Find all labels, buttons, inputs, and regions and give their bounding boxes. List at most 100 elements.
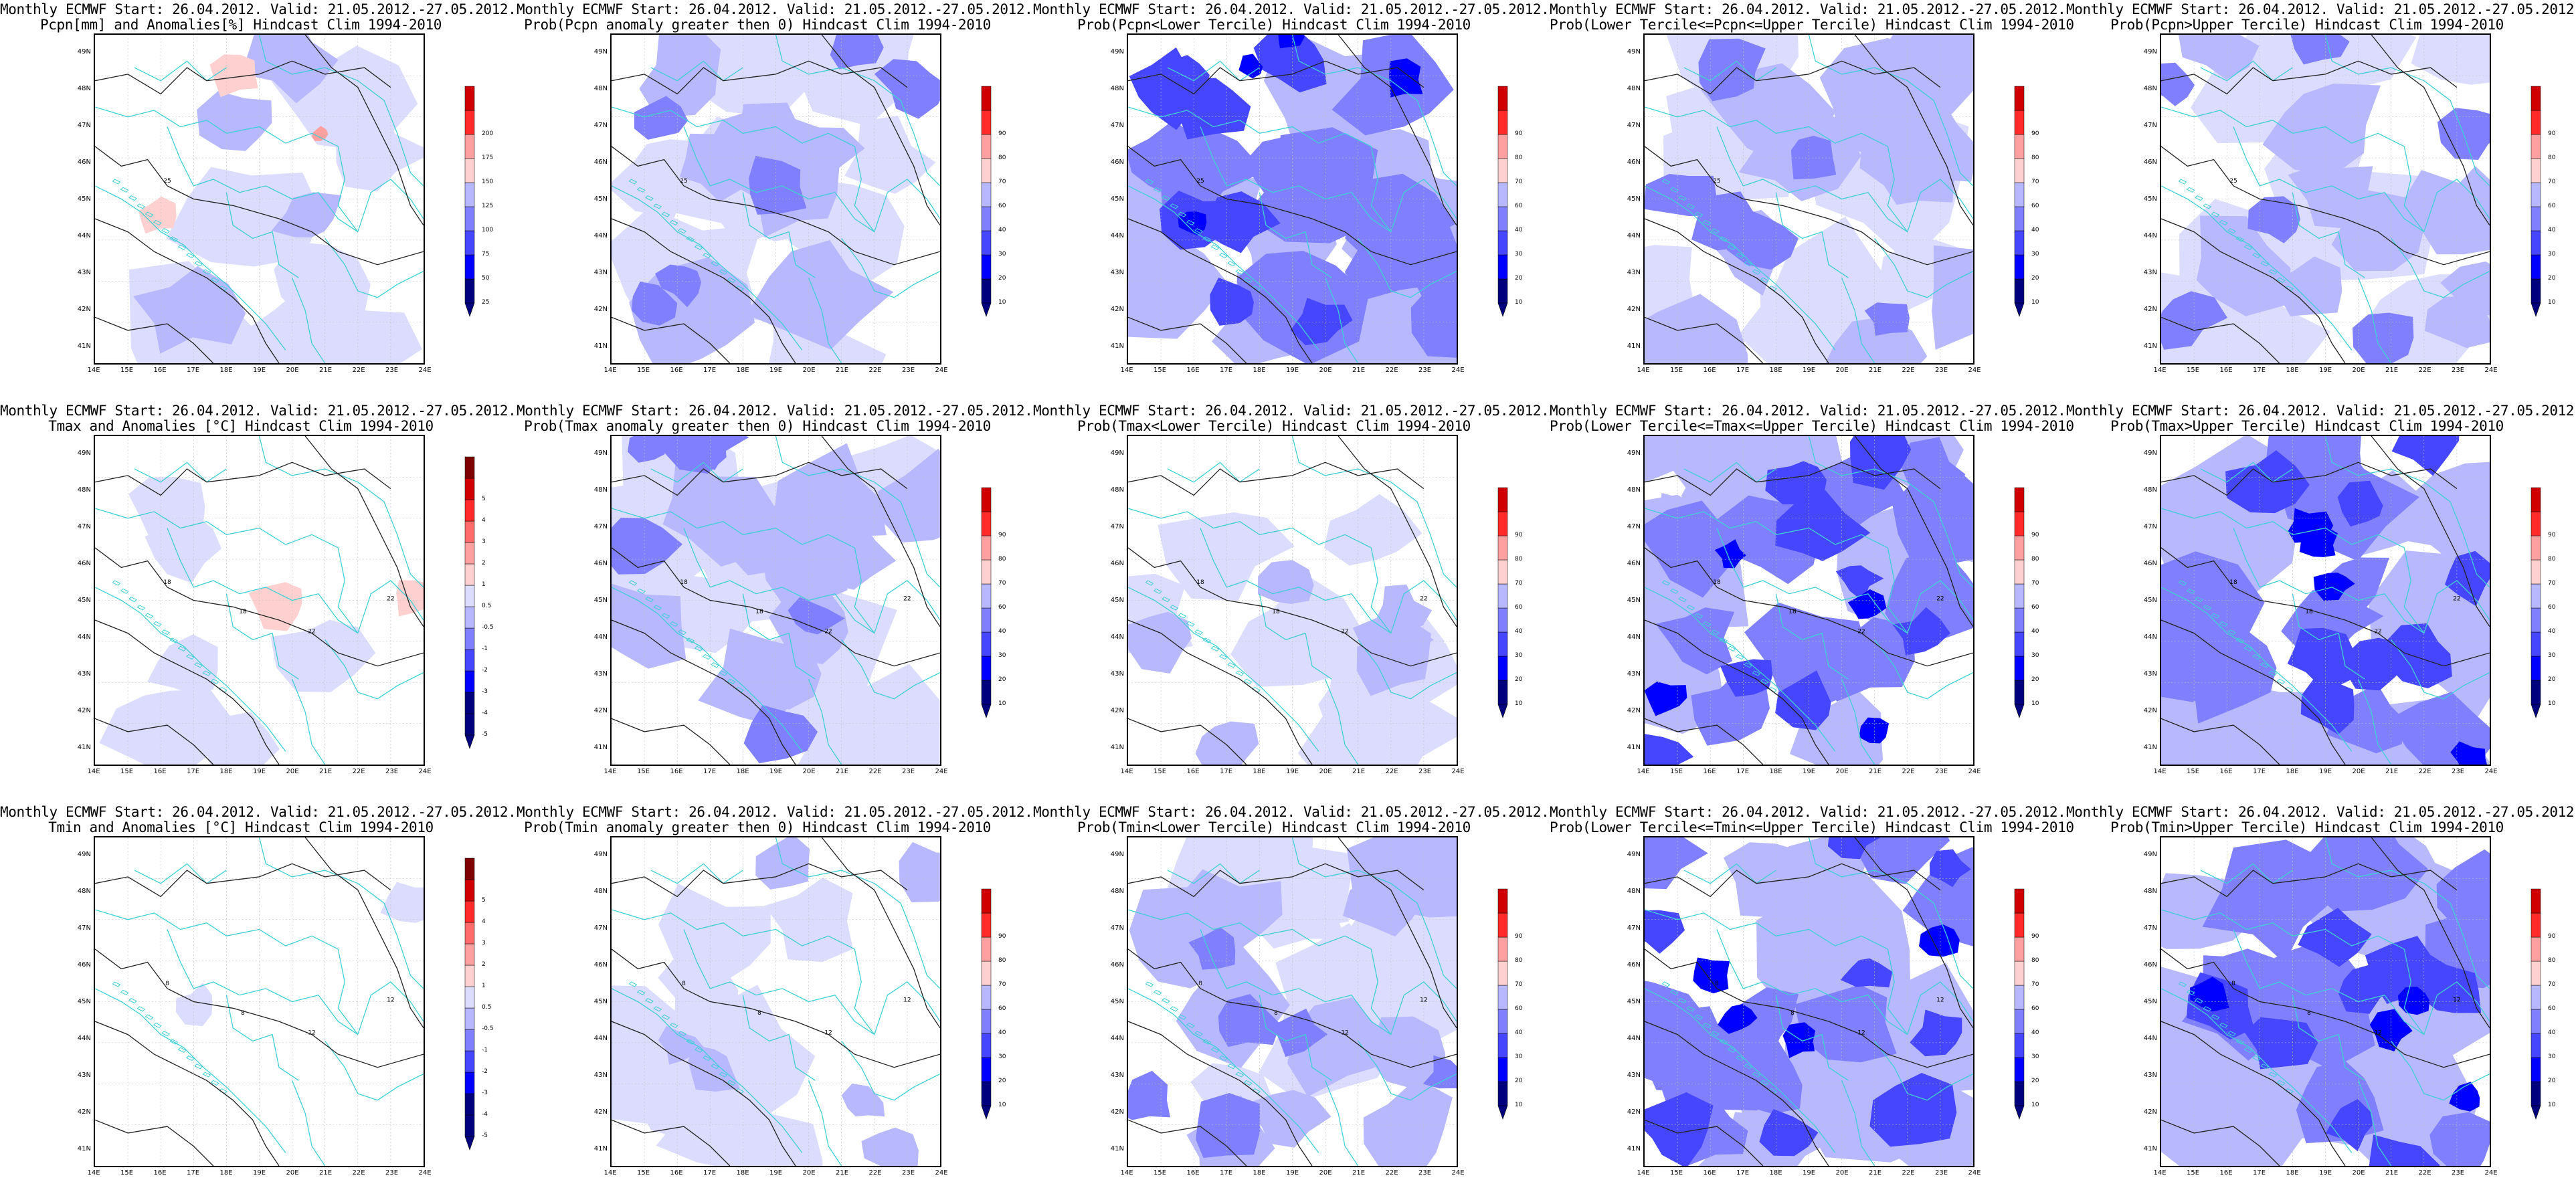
island-outline <box>1219 1055 1228 1062</box>
colorbar-tick-label: 60 <box>2548 203 2556 209</box>
colorbar-segment <box>464 922 475 944</box>
country-border <box>1887 146 1908 232</box>
country-border <box>95 909 339 950</box>
colorbar-tick-label: 30 <box>2548 251 2556 258</box>
panel-title: Monthly ECMWF Start: 26.04.2012. Valid: … <box>517 1 1033 17</box>
colorbar: -5 -4 -3 -2 -1 -0.5 0.5 1 2 3 4 5 <box>462 858 494 1171</box>
anomaly-fill-region <box>663 290 731 347</box>
colorbar-tick-label: 80 <box>2548 957 2556 964</box>
colorbar-segment <box>464 278 475 304</box>
isoline <box>1645 146 1973 266</box>
anomaly-fill-region <box>1782 1022 1816 1058</box>
anomaly-fill-region <box>764 878 853 963</box>
island-outline <box>2243 244 2253 250</box>
longitude-label: 21E <box>2385 367 2399 374</box>
latitude-label: 46N <box>1110 559 1124 567</box>
colorbar-tick-label: 30 <box>1515 251 1523 258</box>
colorbar-segment <box>2014 1081 2025 1106</box>
country-border <box>1645 185 1836 350</box>
isoline <box>95 619 280 765</box>
longitude-label: 21E <box>1352 367 1366 374</box>
isoline <box>1645 718 1764 765</box>
colorbar-tick-label: 70 <box>1515 580 1523 587</box>
latitude-label: 42N <box>2143 706 2157 714</box>
anomaly-fill-region <box>1188 926 1236 970</box>
anomaly-fill-region <box>1760 268 1873 349</box>
latitude-label: 47N <box>1627 522 1641 530</box>
anomaly-fill-region <box>628 436 666 463</box>
colorbar-segment <box>464 692 475 714</box>
anomaly-fill-region <box>1932 245 1973 350</box>
latitude-label: 45N <box>593 596 608 604</box>
longitude-label: 15E <box>1669 367 1683 374</box>
country-border <box>1775 995 1849 1081</box>
isoline-label: 8 <box>165 981 169 987</box>
panel-title: Monthly ECMWF Start: 26.04.2012. Valid: … <box>517 804 1033 820</box>
isoline <box>2161 547 2490 667</box>
island-outline <box>1736 654 1744 660</box>
isoline-label: 12 <box>1420 997 1427 1004</box>
island-outline <box>177 645 187 651</box>
map-canvas: 8 12 8 12 <box>1128 837 1457 1166</box>
isoline-label: 22 <box>1857 629 1865 635</box>
country-border <box>95 587 286 752</box>
island-outline <box>1702 219 1712 226</box>
isoline-label: 12 <box>2453 997 2460 1004</box>
country-border <box>683 528 875 634</box>
island-outline <box>678 228 686 234</box>
colorbar-segment <box>2014 134 2025 159</box>
island-outline <box>2186 989 2195 995</box>
island-outline <box>1678 195 1687 201</box>
colorbar-segment <box>981 559 992 585</box>
country-border <box>95 508 339 548</box>
island-outline <box>1227 261 1236 267</box>
country-border <box>1370 547 1392 633</box>
island-outline <box>2235 637 2245 643</box>
island-outline <box>1686 203 1695 209</box>
colorbar-tick-label: 40 <box>1515 227 1523 233</box>
island-outline <box>1227 1064 1236 1070</box>
colorbar-tick-label: 40 <box>1515 1029 1523 1036</box>
latitude-label: 46N <box>1627 961 1641 969</box>
longitude-label: 16E <box>670 768 683 775</box>
longitude-label: 18E <box>2286 367 2299 374</box>
longitude-label: 23E <box>901 1169 915 1177</box>
anomaly-fill-region <box>1645 436 1697 483</box>
colorbar-tick-label: 40 <box>2548 628 2556 635</box>
latitude-label: 46N <box>1627 158 1641 166</box>
isoline <box>612 1021 796 1166</box>
latitude-label: 44N <box>2143 1034 2157 1042</box>
island-outline <box>636 588 646 594</box>
anomaly-fill-region <box>2262 83 2381 175</box>
isoline <box>2371 837 2490 1029</box>
colorbar-tick-label: 20 <box>1515 1078 1523 1084</box>
longitude-label: 21E <box>318 1169 333 1177</box>
colorbar-tick-label: -0.5 <box>482 1025 494 1032</box>
colorbar-segment <box>464 110 475 135</box>
colorbar-segment <box>981 86 992 111</box>
country-border <box>2161 909 2405 950</box>
map-canvas: 25 <box>95 35 424 363</box>
island-outline <box>210 277 219 283</box>
anomaly-fill-region <box>271 192 342 237</box>
country-border <box>2423 580 2490 633</box>
isoline-label: 22 <box>308 629 315 635</box>
country-border <box>1370 146 1392 232</box>
colorbar-tick-label: 0.5 <box>482 1004 492 1011</box>
anomaly-fill-region <box>147 634 218 694</box>
country-border <box>258 35 424 187</box>
anomaly-fill-region <box>1129 47 1216 130</box>
isoline <box>2161 1021 2346 1166</box>
panel-subtitle: Prob(Pcpn anomaly greater then 0) Hindca… <box>524 17 991 33</box>
anomaly-fill-region <box>634 96 688 140</box>
isoline <box>612 863 908 898</box>
anomaly-fill-region <box>1864 302 1910 336</box>
map-plot-area: 8 12 8 12 <box>610 836 941 1167</box>
country-border <box>1683 863 1776 884</box>
isoline <box>1128 948 1457 1068</box>
island-outline <box>1186 621 1195 627</box>
anomaly-fill-region <box>2288 163 2373 229</box>
map-plot-area: 25 <box>2160 33 2491 365</box>
colorbar-segment <box>981 888 992 914</box>
latitude-label: 41N <box>2143 1144 2157 1152</box>
